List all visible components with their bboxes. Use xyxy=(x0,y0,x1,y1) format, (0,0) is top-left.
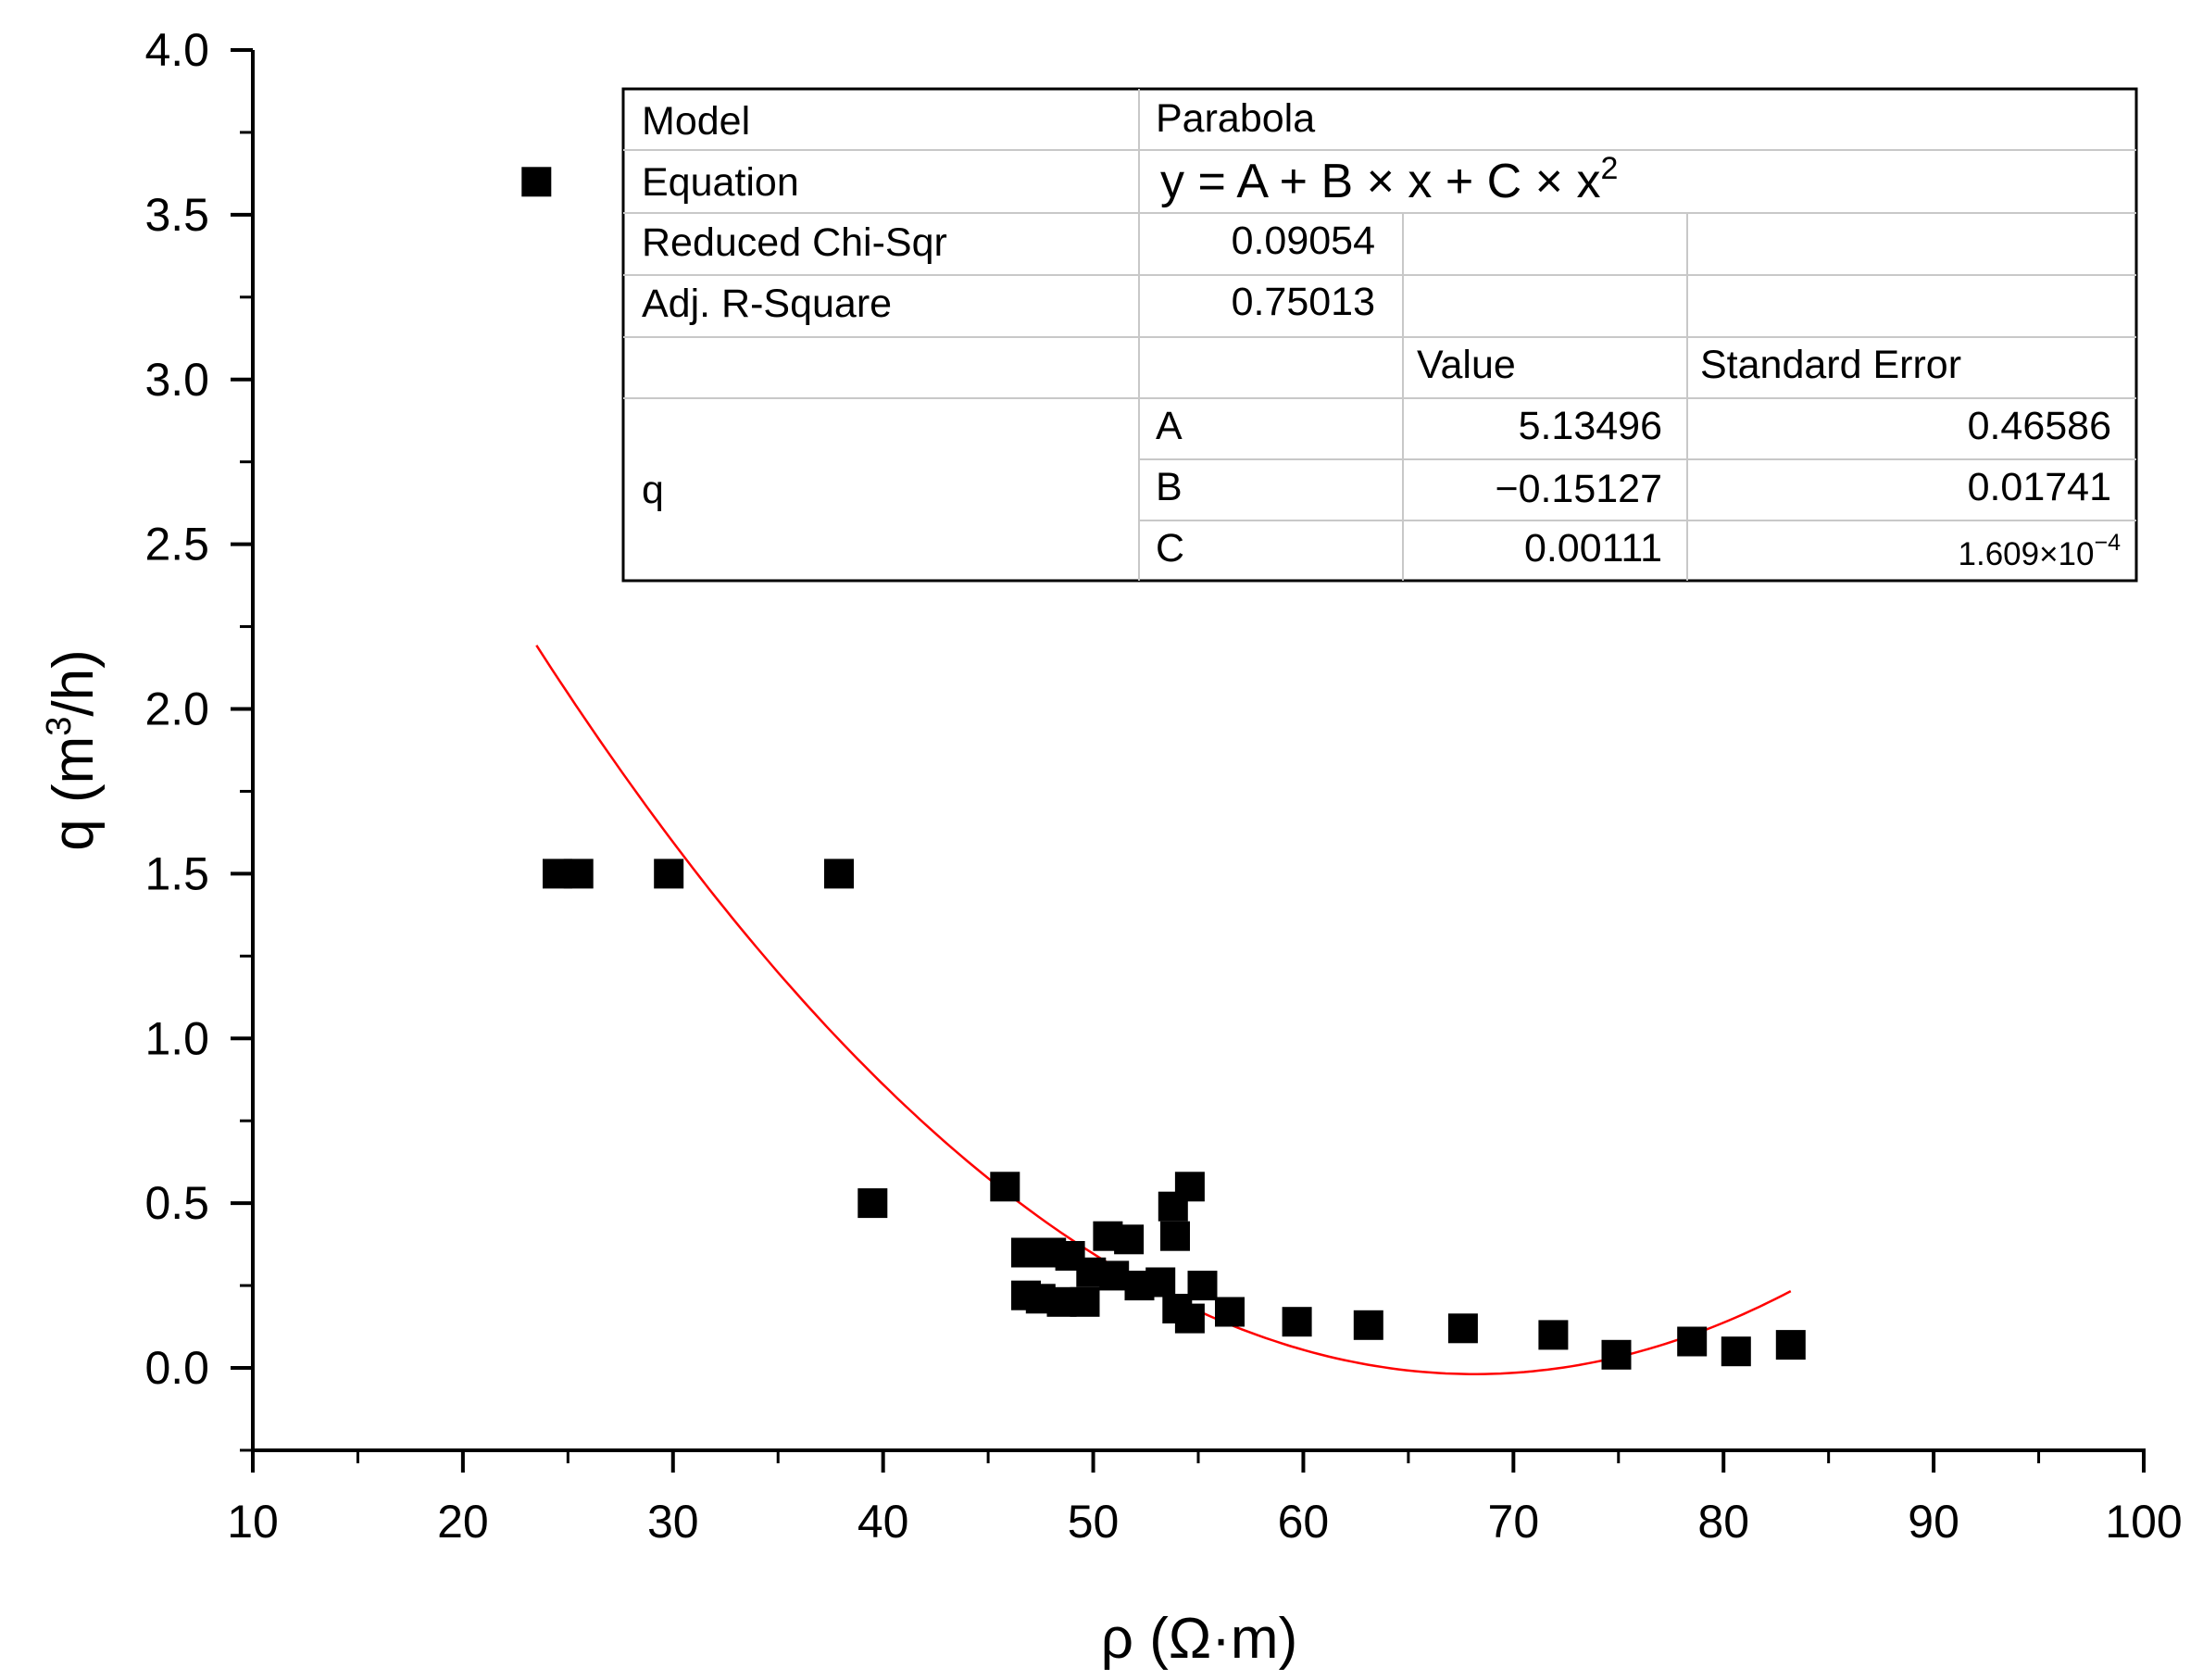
y-tick-label: 2.0 xyxy=(144,683,209,735)
y-tick-label: 0.5 xyxy=(144,1177,209,1229)
data-point xyxy=(1174,1172,1205,1202)
data-point xyxy=(1187,1271,1218,1301)
y-tick-label: 0.0 xyxy=(144,1342,209,1394)
data-point xyxy=(1775,1330,1806,1360)
param-c-name: C xyxy=(1156,526,1184,570)
points-layer xyxy=(521,167,1806,1370)
data-point xyxy=(1070,1286,1100,1317)
data-point xyxy=(654,859,684,889)
data-point xyxy=(857,1188,888,1219)
x-axis-title: ρ (Ω·m) xyxy=(1101,1607,1297,1671)
data-point xyxy=(1447,1313,1478,1344)
chisq-value: 0.09054 xyxy=(1232,219,1375,263)
x-tick-label: 30 xyxy=(647,1496,699,1548)
y-tick-label: 3.0 xyxy=(144,354,209,406)
data-point xyxy=(1601,1339,1632,1370)
ticks-layer: 10 20 30 40 50 60 70 80 90 100 0.0 0.5 1.0 1.5 2.0 2.5 3… xyxy=(144,24,2182,1548)
y-tick-label: 3.5 xyxy=(144,189,209,241)
equation-value: y = A + B × x + C × x2 xyxy=(1160,151,1618,208)
data-point xyxy=(990,1172,1020,1202)
y-tick-label: 2.5 xyxy=(144,519,209,570)
data-point xyxy=(1011,1237,1041,1268)
fit-table-border xyxy=(621,87,2138,583)
model-label: Model xyxy=(642,99,750,144)
x-tick-label: 80 xyxy=(1697,1496,1749,1548)
y-axis-title-suffix: /h) xyxy=(42,649,106,716)
data-point xyxy=(1282,1307,1312,1337)
param-c-stderr: 1.609×10−4 xyxy=(1959,530,2122,572)
param-c-stderr-base: 1.609×10 xyxy=(1959,536,2095,572)
x-tick-label: 50 xyxy=(1068,1496,1120,1548)
param-c-stderr-sup: −4 xyxy=(2094,530,2121,556)
x-tick-label: 10 xyxy=(227,1496,279,1548)
data-point xyxy=(824,859,854,889)
param-a-stderr: 0.46586 xyxy=(1968,404,2111,448)
data-point xyxy=(1174,1303,1205,1334)
fit-curve xyxy=(535,645,1792,1375)
data-point xyxy=(1160,1221,1190,1251)
data-point xyxy=(1353,1310,1383,1340)
data-point xyxy=(1215,1297,1245,1327)
x-tick-label: 60 xyxy=(1278,1496,1330,1548)
data-point xyxy=(1721,1336,1751,1367)
param-b-value: −0.15127 xyxy=(1495,467,1662,511)
param-group-label: q xyxy=(642,468,664,512)
value-header: Value xyxy=(1417,343,1516,387)
param-a-value: 5.13496 xyxy=(1519,404,1662,448)
adjr2-value: 0.75013 xyxy=(1232,280,1375,324)
param-b-name: B xyxy=(1156,465,1183,509)
x-tick-label: 40 xyxy=(857,1496,909,1548)
fit-table: Model Parabola Equation y = A + B × x + … xyxy=(621,87,2138,583)
param-c-value: 0.00111 xyxy=(1524,526,1662,570)
y-axis-title-prefix: q (m xyxy=(42,736,106,851)
x-tick-label: 100 xyxy=(2105,1496,2182,1548)
data-point xyxy=(1538,1320,1569,1350)
param-b-stderr: 0.01741 xyxy=(1968,465,2111,509)
y-axis-title-sup: 3 xyxy=(40,717,79,736)
y-tick-label: 1.0 xyxy=(144,1012,209,1064)
chisq-label: Reduced Chi-Sqr xyxy=(642,220,947,265)
equation-label: Equation xyxy=(642,160,799,205)
equation-sup: 2 xyxy=(1601,151,1619,186)
data-point xyxy=(1114,1224,1145,1255)
fit-layer xyxy=(535,645,1792,1375)
x-tick-label: 20 xyxy=(437,1496,489,1548)
data-point xyxy=(563,859,594,889)
model-value: Parabola xyxy=(1156,96,1315,141)
data-point xyxy=(1099,1260,1130,1291)
y-axis-title: q (m3/h) xyxy=(40,649,106,851)
x-tick-label: 70 xyxy=(1488,1496,1540,1548)
y-tick-label: 4.0 xyxy=(144,24,209,76)
adjr2-label: Adj. R-Square xyxy=(642,282,892,326)
stderr-header: Standard Error xyxy=(1700,343,1961,387)
data-point xyxy=(521,167,552,197)
data-point xyxy=(1677,1326,1708,1357)
equation-text: y = A + B × x + C × x xyxy=(1160,155,1601,208)
x-tick-label: 90 xyxy=(1908,1496,1959,1548)
param-a-name: A xyxy=(1156,404,1183,448)
data-point xyxy=(1145,1267,1176,1298)
y-tick-label: 1.5 xyxy=(144,847,209,899)
